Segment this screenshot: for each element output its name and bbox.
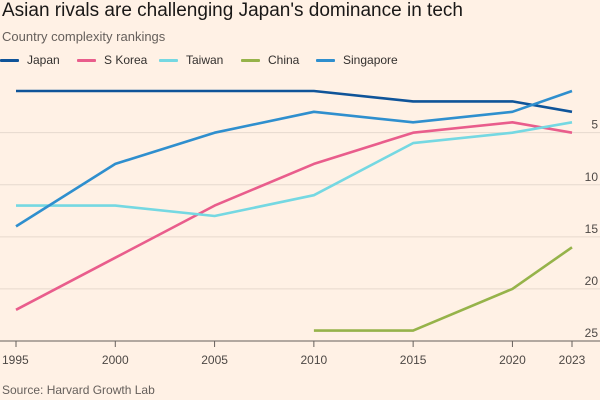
- series-line-s-korea: [15, 121, 573, 311]
- x-tick-label-1995: 1995: [2, 353, 29, 367]
- x-tick-label-2020: 2020: [499, 353, 526, 367]
- legend-swatch-taiwan: [159, 58, 178, 62]
- legend-item-japan: Japan: [0, 53, 60, 67]
- x-tick-label-2015: 2015: [400, 353, 427, 367]
- legend-swatch-s-korea: [77, 58, 96, 62]
- legend-item-taiwan: Taiwan: [159, 53, 223, 67]
- x-tick-label-2005: 2005: [201, 353, 228, 367]
- x-tick-label-2010: 2010: [301, 353, 328, 367]
- y-tick-label-20: 20: [585, 274, 599, 288]
- y-tick-label-15: 15: [585, 222, 599, 236]
- chart-subtitle: Country complexity rankings: [2, 29, 166, 44]
- gridlines: [0, 132, 600, 342]
- series-line-japan: [16, 89, 573, 114]
- source-note: Source: Harvard Growth Lab: [2, 383, 155, 397]
- legend-swatch-singapore: [316, 58, 335, 62]
- legend-label-s-korea: S Korea: [104, 53, 148, 67]
- legend-label-singapore: Singapore: [343, 53, 398, 67]
- y-axis-ticks: 5 10 15 20 25: [585, 118, 599, 340]
- legend: Japan S Korea Taiwan China Singapore: [0, 53, 600, 69]
- legend-label-china: China: [268, 53, 300, 67]
- legend-item-china: China: [241, 53, 299, 67]
- legend-item-s-korea: S Korea: [77, 53, 147, 67]
- chart-title: Asian rivals are challenging Japan's dom…: [2, 0, 463, 21]
- legend-swatch-china: [241, 58, 260, 62]
- series-line-china: [313, 246, 573, 332]
- y-tick-label-5: 5: [591, 118, 598, 132]
- x-tick-label-2000: 2000: [102, 353, 129, 367]
- y-tick-label-25: 25: [585, 326, 599, 340]
- series-line-taiwan: [16, 121, 573, 218]
- y-tick-label-10: 10: [585, 170, 599, 184]
- legend-swatch-japan: [0, 58, 19, 62]
- legend-label-japan: Japan: [27, 53, 60, 67]
- legend-item-singapore: Singapore: [316, 53, 398, 67]
- legend-label-taiwan: Taiwan: [186, 53, 224, 67]
- series-lines: [15, 89, 573, 332]
- x-tick-label-2023: 2023: [559, 353, 586, 367]
- series-line-singapore: [15, 89, 573, 228]
- x-axis: 1995 2000 2005 2010 2015 2020 2023: [0, 340, 600, 367]
